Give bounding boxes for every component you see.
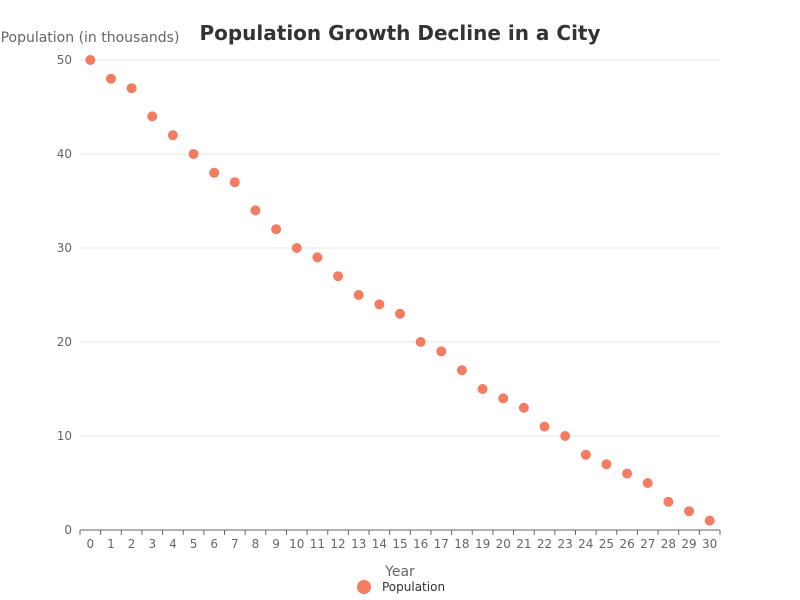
y-axis-label: Population (in thousands): [1, 30, 180, 46]
x-tick-label: 12: [330, 537, 345, 551]
data-point: [85, 55, 96, 65]
data-point: [374, 299, 385, 310]
data-point: [126, 83, 137, 94]
y-tick-label: 20: [57, 335, 72, 349]
x-tick-label: 8: [252, 537, 260, 551]
y-tick-label: 30: [57, 241, 72, 255]
data-point: [395, 308, 405, 319]
x-tick-label: 0: [87, 537, 95, 551]
x-tick-label: 27: [640, 537, 655, 551]
grid-lines: [80, 59, 720, 437]
data-point: [415, 337, 426, 347]
data-point: [188, 149, 199, 159]
data-point: [498, 393, 509, 404]
data-point: [209, 167, 220, 178]
x-tick-label: 25: [599, 537, 614, 551]
y-tick-label: 40: [57, 147, 72, 161]
data-point: [663, 496, 674, 507]
x-tick-label: 1: [107, 537, 115, 551]
x-tick-label: 30: [702, 537, 717, 551]
data-point: [684, 506, 695, 517]
data-point: [580, 449, 591, 460]
data-point: [167, 130, 178, 141]
x-tick-label: 15: [392, 537, 407, 551]
data-point: [229, 177, 240, 188]
data-point: [250, 205, 261, 216]
data-point: [456, 365, 467, 376]
data-point: [105, 73, 116, 84]
x-tick-label: 14: [372, 537, 387, 551]
data-point: [704, 515, 715, 526]
x-tick-label: 21: [516, 537, 531, 551]
x-tick-label: 5: [190, 537, 198, 551]
x-tick-label: 9: [272, 537, 280, 551]
x-tick-label: 28: [661, 537, 676, 551]
x-tick-label: 4: [169, 537, 177, 551]
data-point: [312, 252, 323, 263]
data-point: [642, 478, 653, 488]
x-tick-label: 3: [148, 537, 156, 551]
x-tick-label: 22: [537, 537, 552, 551]
data-point: [147, 111, 158, 122]
data-point: [477, 384, 488, 394]
x-tick-label: 2: [128, 537, 136, 551]
data-point: [353, 290, 364, 300]
x-tick-label: 17: [434, 537, 449, 551]
x-axis: [79, 529, 721, 535]
x-tick-label: 13: [351, 537, 366, 551]
legend-label: Population: [382, 580, 445, 594]
data-point: [518, 402, 529, 413]
y-axis-ticks: 0 10 20 30 40 50: [57, 53, 72, 537]
data-point: [622, 468, 633, 479]
data-points: [85, 55, 715, 526]
x-tick-label: 10: [289, 537, 304, 551]
x-tick-label: 19: [475, 537, 490, 551]
x-tick-label: 29: [681, 537, 696, 551]
x-tick-label: 26: [619, 537, 634, 551]
legend[interactable]: Population: [357, 580, 445, 594]
x-axis-ticks: 0 1 2 3 4 5 6 7 8 9 10 11 12 13 14 15 16 17 18 19 20 21 22 23 24…: [87, 537, 718, 551]
x-tick-label: 16: [413, 537, 428, 551]
data-point: [436, 346, 447, 357]
data-point: [539, 421, 550, 432]
x-tick-label: 7: [231, 537, 239, 551]
x-tick-label: 18: [454, 537, 469, 551]
y-tick-label: 50: [57, 53, 72, 67]
x-tick-label: 20: [496, 537, 511, 551]
x-tick-label: 24: [578, 537, 593, 551]
legend-marker-icon: [357, 580, 371, 594]
data-point: [333, 271, 344, 282]
data-point: [271, 224, 282, 235]
data-point: [560, 431, 571, 441]
y-tick-label: 0: [64, 523, 72, 537]
y-tick-label: 10: [57, 429, 72, 443]
x-tick-label: 6: [210, 537, 218, 551]
data-point: [601, 459, 612, 470]
x-axis-label: Year: [384, 564, 415, 580]
x-tick-label: 11: [310, 537, 325, 551]
data-point: [291, 243, 302, 253]
x-tick-label: 23: [558, 537, 573, 551]
chart-title: Population Growth Decline in a City: [199, 21, 600, 45]
